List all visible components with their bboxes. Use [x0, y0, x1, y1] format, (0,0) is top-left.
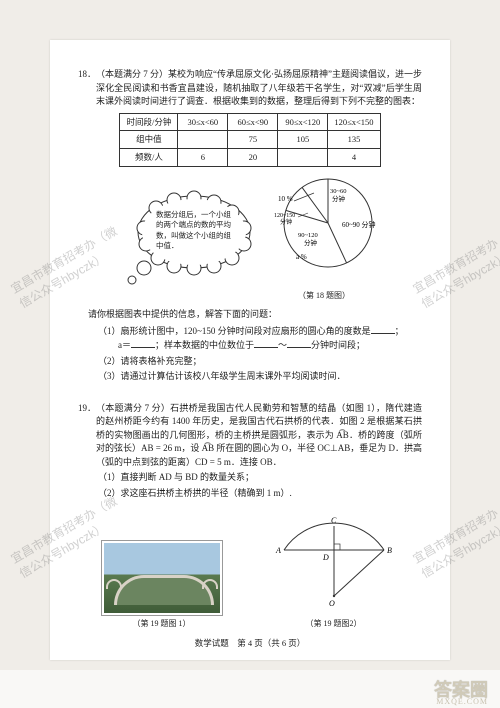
photo-wrap: （第 19 题图 1）: [102, 541, 222, 630]
r2c3: 105: [278, 131, 328, 149]
pct1-label: 10 %: [278, 195, 293, 203]
q18-lead: 请你根据图表中提供的信息，解答下面的问题：: [88, 308, 422, 322]
seg3-label: 90~120: [298, 232, 318, 239]
th-c2: 60≤x<90: [228, 113, 278, 131]
r3c2: 20: [228, 149, 278, 167]
q19-figures: （第 19 题图 1） A B C: [78, 510, 422, 630]
brand-sub: MXQE.COM: [436, 697, 488, 706]
r3c3: [278, 149, 328, 167]
r2c2: 75: [228, 131, 278, 149]
q19-header: 19． （本题满分 7 分）石拱桥是我国古代人民勤劳和智慧的结晶（如图 1），隋…: [78, 402, 422, 470]
svg-text:分钟: 分钟: [304, 238, 318, 247]
r2c1: [178, 131, 228, 149]
svg-text:O: O: [329, 599, 335, 608]
pie-chart: 10 % 30~60 分钟 60~90 分钟 90~120 分钟 a % 120…: [264, 173, 384, 283]
s1f: 分钟时间段；: [311, 340, 365, 350]
cap2: （第 19 题图2）: [269, 618, 399, 630]
q18-sub1: （1）扇形统计图中，120~150 分钟时间段对应扇形的圆心角的度数是 ； a＝ ；…: [98, 324, 422, 353]
seg4-label: 120~150: [274, 213, 295, 219]
q19-number: 19．: [78, 402, 96, 470]
r2h: 组中值: [120, 131, 178, 149]
blank-1: [371, 324, 395, 334]
seg2-label: 60~90 分钟: [342, 220, 376, 229]
svg-text:分钟: 分钟: [332, 194, 346, 203]
th-c3: 90≤x<120: [278, 113, 328, 131]
q19: 19． （本题满分 7 分）石拱桥是我国古代人民勤劳和智慧的结晶（如图 1），隋…: [78, 402, 422, 630]
q18-number: 18．: [78, 68, 96, 109]
page-footer: 数学试题 第 4 页（共 6 页）: [50, 637, 450, 650]
q19-sub1: （1）直接判断 AD 与 BD 的数量关系；: [98, 471, 422, 485]
th-time: 时间段/分钟: [120, 113, 178, 131]
q18-sub2: （2）请将表格补充完整；: [98, 355, 422, 369]
q18-text: （本题满分 7 分）某校为响应“传承屈原文化·弘扬屈原精神”主题阅读倡议，进一步…: [96, 68, 422, 109]
q18-figures: 数据分组后，一个小组的两个端点的数的平均数，叫做这个小组的组中值． 10 % 3…: [78, 173, 422, 303]
pie-caption: （第 18 题图）: [264, 290, 384, 302]
q18-sub3: （3）请通过计算估计该校八年级学生周末课外平均阅读时间．: [98, 370, 422, 384]
exam-page: 18． （本题满分 7 分）某校为响应“传承屈原文化·弘扬屈原精神”主题阅读倡议…: [50, 40, 450, 660]
bubble-text: 数据分组后，一个小组的两个端点的数的平均数，叫做这个小组的组中值．: [156, 210, 236, 252]
svg-text:C: C: [331, 516, 337, 525]
q19-sub2: （2）求这座石拱桥主桥拱的半径（精确到 1 m）.: [98, 487, 422, 501]
seg1-label: 30~60: [330, 188, 347, 195]
svg-text:B: B: [387, 546, 392, 555]
cap1: （第 19 题图 1）: [102, 618, 222, 630]
r3c1: 6: [178, 149, 228, 167]
geometry-figure: A B C D O （第 19 题图2）: [269, 510, 399, 630]
th-c1: 30≤x<60: [178, 113, 228, 131]
bottom-bar: 答案圈 MXQE.COM: [0, 670, 500, 708]
s1b: ；: [395, 326, 404, 336]
s1c: a＝: [118, 340, 131, 350]
r2c4: 135: [328, 131, 380, 149]
blank-3: [254, 338, 278, 348]
blank-2: [131, 338, 155, 348]
svg-text:A: A: [275, 546, 281, 555]
q18-table: 时间段/分钟 30≤x<60 60≤x<90 90≤x<120 120≤x<15…: [119, 113, 380, 167]
blank-4: [287, 338, 311, 348]
pie-chart-wrap: 10 % 30~60 分钟 60~90 分钟 90~120 分钟 a % 120…: [264, 173, 384, 303]
s1a: （1）扇形统计图中，120~150 分钟时间段对应扇形的圆心角的度数是: [98, 326, 371, 336]
svg-text:分钟: 分钟: [280, 218, 292, 226]
r3c4: 4: [328, 149, 380, 167]
s1d: ；样本数据的中位数位于: [155, 340, 254, 350]
thought-bubble: 数据分组后，一个小组的两个端点的数的平均数，叫做这个小组的组中值．: [116, 184, 256, 292]
r3h: 频数/人: [120, 149, 178, 167]
th-c4: 120≤x<150: [328, 113, 380, 131]
pct3-label: a %: [296, 253, 307, 261]
q18-header: 18． （本题满分 7 分）某校为响应“传承屈原文化·弘扬屈原精神”主题阅读倡议…: [78, 68, 422, 109]
q19-text: （本题满分 7 分）石拱桥是我国古代人民勤劳和智慧的结晶（如图 1），隋代建造的…: [96, 402, 422, 470]
s1e: ～: [278, 340, 287, 350]
bridge-photo: [102, 541, 222, 615]
svg-text:D: D: [322, 553, 329, 562]
